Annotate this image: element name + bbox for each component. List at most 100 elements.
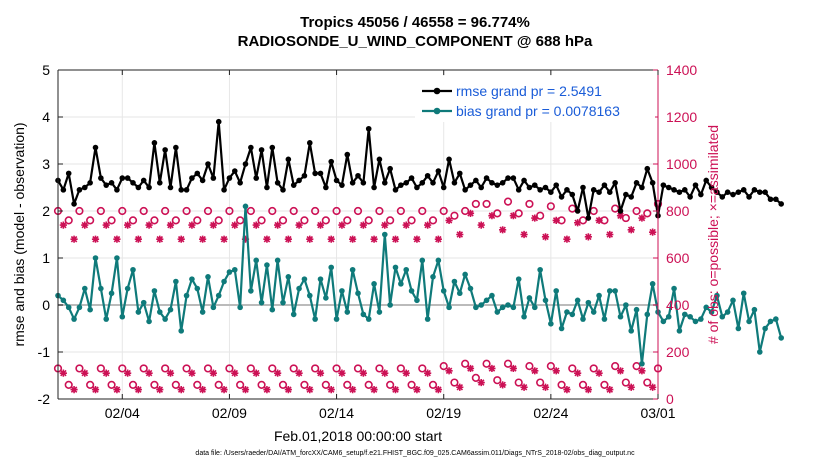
obs-assimilated-marker [306, 235, 314, 243]
obs-possible-marker [86, 380, 95, 390]
obs-possible-marker [428, 216, 438, 225]
obs-possible-marker [139, 206, 148, 216]
obs-assimilated-marker [113, 386, 121, 394]
rmse-point [360, 180, 367, 186]
obs-assimilated-marker [477, 221, 485, 229]
obs-assimilated-marker [563, 386, 571, 394]
rmse-point [269, 144, 276, 151]
bias-point [296, 285, 302, 292]
obs-assimilated-marker [413, 386, 421, 394]
bias-point [114, 255, 120, 261]
rmse-point [248, 144, 254, 151]
bias-point [183, 292, 190, 299]
bias-point [676, 328, 683, 334]
rmse-point [71, 201, 77, 207]
right-tick-label: 600 [666, 250, 690, 266]
bias-point [649, 281, 656, 287]
obs-possible-marker [471, 373, 480, 382]
obs-assimilated-marker [574, 219, 582, 227]
rmse-point [478, 184, 485, 191]
obs-assimilated-marker [531, 214, 539, 222]
y-axis-label-left: rmse and bias (model - observation) [11, 122, 27, 346]
obs-possible-marker [611, 362, 620, 371]
rmse-point [231, 168, 238, 174]
rmse-point [451, 180, 458, 186]
x-tick-label: 02/24 [533, 405, 568, 421]
rmse-point [724, 189, 731, 195]
bias-point [698, 316, 704, 322]
bias-point [387, 302, 393, 308]
obs-possible-marker [161, 364, 170, 373]
rmse-point [167, 184, 174, 191]
bias-point [692, 318, 699, 325]
rmse-point [505, 175, 511, 181]
x-axis-label: Feb.01,2018 00:00:00 start [274, 428, 442, 444]
bias-point [205, 274, 211, 280]
bias-point [65, 304, 72, 311]
bias-point [339, 288, 345, 294]
bias-point [553, 288, 560, 294]
obs-assimilated-marker [327, 235, 335, 243]
bias-point [719, 313, 726, 320]
obs-possible-marker [418, 364, 427, 373]
obs-assimilated-marker [81, 369, 89, 377]
obs-possible-marker [161, 206, 170, 216]
x-tick-label: 02/14 [319, 405, 354, 421]
rmse-point [773, 196, 779, 203]
rmse-point [703, 177, 710, 184]
bias-point [360, 311, 367, 318]
bias-point [746, 318, 752, 325]
obs-assimilated-marker [402, 369, 410, 377]
bias-point [258, 299, 265, 306]
legend-label-rmse: rmse grand pr = 2.5491 [456, 83, 602, 99]
rmse-point [569, 191, 576, 198]
rmse-point [103, 182, 110, 188]
obs-assimilated-marker [295, 369, 303, 377]
rmse-point [574, 208, 581, 214]
obs-possible-marker [611, 204, 620, 213]
rmse-point [606, 189, 613, 195]
obs-possible-marker [150, 216, 159, 225]
obs-assimilated-marker [552, 216, 560, 224]
bias-point [505, 302, 511, 308]
rmse-point [553, 182, 560, 188]
rmse-point [424, 172, 431, 179]
obs-possible-marker [643, 378, 652, 387]
rmse-point [237, 180, 243, 186]
obs-possible-marker [257, 380, 266, 390]
bias-point [473, 304, 479, 311]
obs-possible-marker [482, 199, 491, 209]
bias-point [215, 292, 222, 299]
right-tick-label: 800 [666, 203, 690, 219]
legend: rmse grand pr = 2.5491 bias grand pr = 0.… [415, 76, 655, 122]
obs-assimilated-marker [349, 235, 357, 243]
obs-assimilated-marker [541, 233, 550, 241]
right-tick-label: 1000 [666, 156, 697, 172]
rmse-point [633, 180, 640, 186]
rmse-point [740, 187, 747, 193]
bias-point [162, 316, 168, 322]
obs-assimilated-marker [434, 386, 442, 394]
bias-point [333, 316, 340, 322]
obs-assimilated-marker [209, 221, 217, 229]
obs-possible-marker [514, 378, 523, 387]
obs-assimilated-marker [338, 221, 346, 229]
obs-possible-marker [343, 380, 352, 390]
rmse-point [767, 196, 774, 203]
bias-point [601, 316, 608, 322]
bias-point [156, 309, 163, 315]
rmse-point [612, 180, 618, 186]
bias-point [596, 292, 602, 299]
bias-point [714, 292, 720, 299]
rmse-point [446, 156, 452, 163]
rmse-point [162, 147, 168, 153]
obs-possible-marker [396, 206, 405, 216]
legend-box [415, 76, 655, 122]
rmse-point [130, 180, 136, 186]
obs-possible-marker [439, 206, 448, 216]
obs-possible-marker [450, 378, 459, 387]
obs-assimilated-marker [209, 369, 217, 377]
bias-point [574, 297, 581, 304]
rmse-point [189, 175, 195, 181]
bias-point [724, 309, 731, 315]
